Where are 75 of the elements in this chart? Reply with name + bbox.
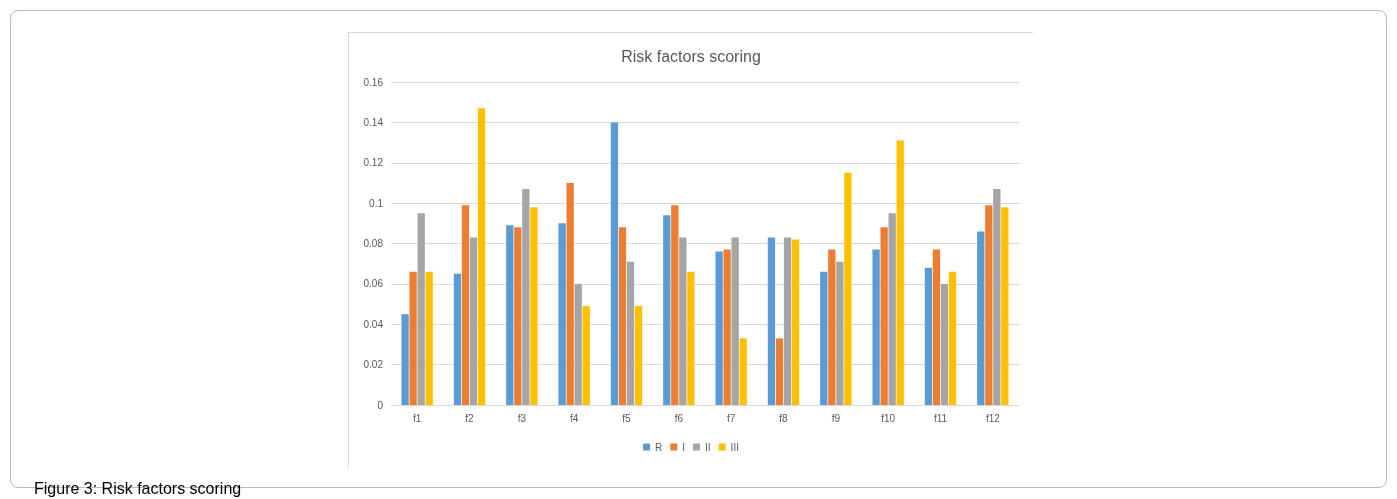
bar: [896, 140, 904, 405]
x-tick-label: f3: [517, 412, 527, 424]
y-tick-label: 0: [377, 399, 384, 411]
y-tick-label: 0.04: [363, 318, 384, 330]
y-tick-label: 0.16: [363, 76, 384, 88]
caption: Figure 3: Risk factors scoring: [34, 480, 242, 498]
bar: [715, 251, 723, 405]
bar: [610, 122, 619, 405]
legend-label: III: [730, 441, 739, 453]
bar: [880, 227, 888, 405]
legend-label: II: [705, 441, 711, 453]
bar: [836, 261, 844, 405]
bar: [663, 215, 671, 405]
bar: [993, 188, 1001, 405]
bar: [530, 207, 538, 405]
bar: [948, 271, 957, 405]
bar: [888, 213, 896, 405]
bar: [679, 237, 687, 405]
bar: [775, 338, 784, 405]
bar: [924, 267, 933, 405]
bar: [469, 237, 478, 405]
x-tick-label: f11: [933, 412, 948, 424]
x-tick-label: f12: [985, 412, 1001, 424]
bar: [477, 108, 486, 405]
bar: [844, 172, 852, 405]
bar: [401, 314, 409, 405]
x-tick-label: f4: [569, 412, 579, 424]
bar: [687, 271, 695, 405]
bar: [1001, 207, 1009, 405]
bar: [453, 273, 462, 405]
x-tick-label: f9: [831, 412, 841, 424]
bar: [731, 237, 739, 405]
legend-label: I: [682, 441, 686, 453]
x-tick-label: f8: [779, 412, 789, 424]
bar: [739, 338, 747, 405]
y-tick-label: 0.12: [363, 157, 384, 169]
y-tick-label: 0.02: [363, 359, 384, 371]
bar: [767, 237, 776, 405]
bar: [574, 283, 582, 405]
bar: [985, 205, 993, 405]
bar: [425, 271, 433, 405]
y-tick-label: 0.1: [369, 197, 384, 209]
bar: [932, 249, 941, 405]
bar: [977, 231, 985, 405]
bar: [417, 213, 425, 405]
bar: [522, 188, 530, 405]
bar: [514, 227, 522, 405]
bar: [618, 227, 627, 405]
y-tick-label: 0.06: [363, 278, 384, 290]
x-tick-label: f10: [881, 412, 896, 424]
legend-label: R: [655, 441, 663, 453]
bar: [872, 249, 880, 405]
bar: [582, 306, 590, 405]
bar: [940, 283, 949, 405]
bar: [409, 271, 417, 405]
x-tick-label: f7: [726, 412, 736, 424]
bar: [783, 237, 792, 405]
bar: [671, 205, 679, 405]
bar: [634, 306, 643, 405]
bar: [461, 205, 470, 405]
y-tick-label: 0.14: [363, 116, 384, 128]
bar: [828, 249, 836, 405]
bar: [791, 239, 800, 405]
bar: [566, 182, 574, 405]
x-tick-label: f5: [622, 412, 632, 424]
bar: [506, 225, 514, 405]
x-tick-label: f6: [674, 412, 684, 424]
bar: [626, 261, 635, 405]
bar: [558, 223, 566, 405]
y-tick-label: 0.08: [363, 238, 384, 249]
chart-title: Risk factors scoring: [621, 47, 761, 65]
bar: [820, 271, 828, 405]
x-tick-label: f2: [465, 412, 475, 424]
bar: [723, 249, 731, 405]
x-tick-label: f1: [412, 412, 422, 424]
